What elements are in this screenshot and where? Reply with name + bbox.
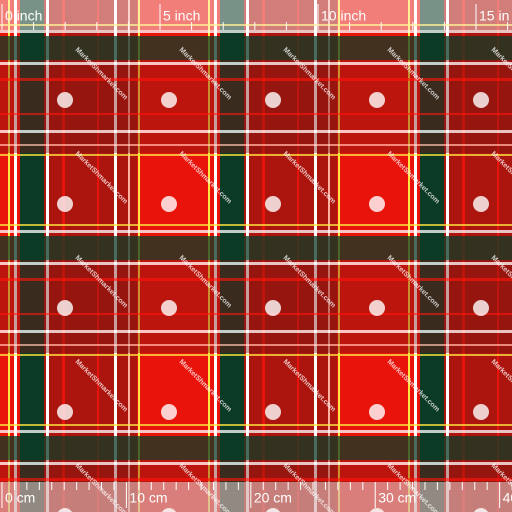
ruler-ticks bbox=[1, 4, 512, 508]
ruler-label: 30 cm bbox=[378, 490, 416, 506]
ruler-label: 5 inch bbox=[163, 8, 200, 24]
logo bbox=[265, 92, 281, 108]
logo bbox=[57, 92, 73, 108]
ruler-label: 0 inch bbox=[5, 8, 42, 24]
logo bbox=[473, 300, 489, 316]
logo bbox=[370, 508, 384, 512]
logo bbox=[369, 196, 385, 212]
logo bbox=[161, 196, 177, 212]
logo bbox=[265, 300, 281, 316]
logo bbox=[57, 300, 73, 316]
logo bbox=[57, 404, 73, 420]
logo bbox=[266, 508, 280, 512]
logo bbox=[369, 404, 385, 420]
logo bbox=[162, 508, 176, 512]
logo bbox=[473, 196, 489, 212]
logo bbox=[474, 508, 488, 512]
logo bbox=[473, 404, 489, 420]
bottom-ruler bbox=[0, 482, 512, 512]
logo bbox=[57, 196, 73, 212]
logo bbox=[161, 404, 177, 420]
logo bbox=[58, 508, 72, 512]
ruler-label: 10 inch bbox=[321, 8, 366, 24]
ruler-label: 40 bbox=[503, 490, 512, 506]
top-ruler bbox=[0, 0, 512, 30]
ruler-label: 0 cm bbox=[5, 490, 35, 506]
logo bbox=[473, 92, 489, 108]
ruler-label: 20 cm bbox=[254, 490, 292, 506]
logo bbox=[161, 300, 177, 316]
logo bbox=[265, 404, 281, 420]
logo bbox=[265, 196, 281, 212]
logo bbox=[369, 92, 385, 108]
ruler-label: 10 cm bbox=[129, 490, 167, 506]
ruler-label: 15 in bbox=[479, 8, 509, 24]
logo bbox=[161, 92, 177, 108]
logo bbox=[369, 300, 385, 316]
